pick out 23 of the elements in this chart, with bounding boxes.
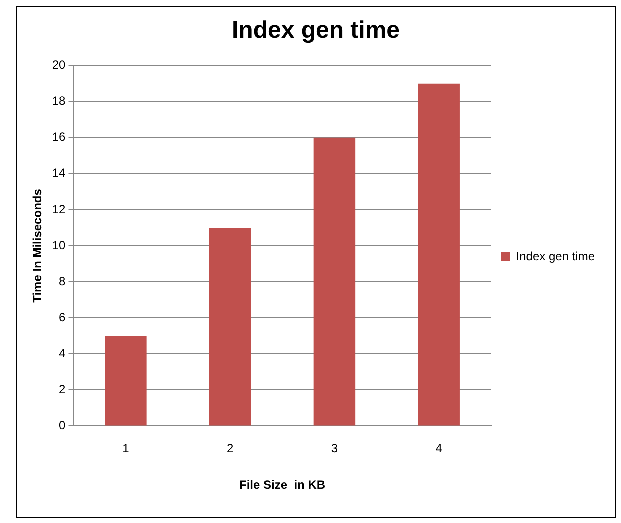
y-tick-label: 12 bbox=[52, 202, 66, 216]
bar bbox=[418, 84, 460, 426]
y-tick-label: 2 bbox=[59, 382, 66, 396]
y-tick-label: 6 bbox=[59, 310, 66, 324]
chart-title: Index gen time bbox=[232, 17, 400, 44]
y-tick-label: 14 bbox=[52, 166, 66, 180]
y-tick-label: 10 bbox=[52, 238, 66, 252]
y-tick-label: 18 bbox=[52, 94, 66, 108]
y-tick-label: 20 bbox=[52, 58, 66, 72]
x-tick-label: 3 bbox=[331, 442, 338, 456]
y-tick-label: 4 bbox=[59, 346, 66, 360]
x-tick-label: 4 bbox=[436, 442, 443, 456]
bar bbox=[209, 228, 252, 426]
y-axis-title: Time In Miliseconds bbox=[30, 188, 45, 303]
bar bbox=[314, 138, 356, 426]
y-tick-label: 0 bbox=[59, 418, 66, 433]
legend-label: Index gen time bbox=[516, 249, 596, 264]
y-tick-label: 8 bbox=[59, 274, 66, 288]
x-tick-label: 2 bbox=[226, 442, 234, 456]
x-tick-label: 1 bbox=[122, 442, 130, 456]
x-axis-title: File Size in KB bbox=[240, 478, 326, 492]
y-tick-label: 16 bbox=[52, 130, 66, 144]
bar bbox=[105, 336, 147, 426]
